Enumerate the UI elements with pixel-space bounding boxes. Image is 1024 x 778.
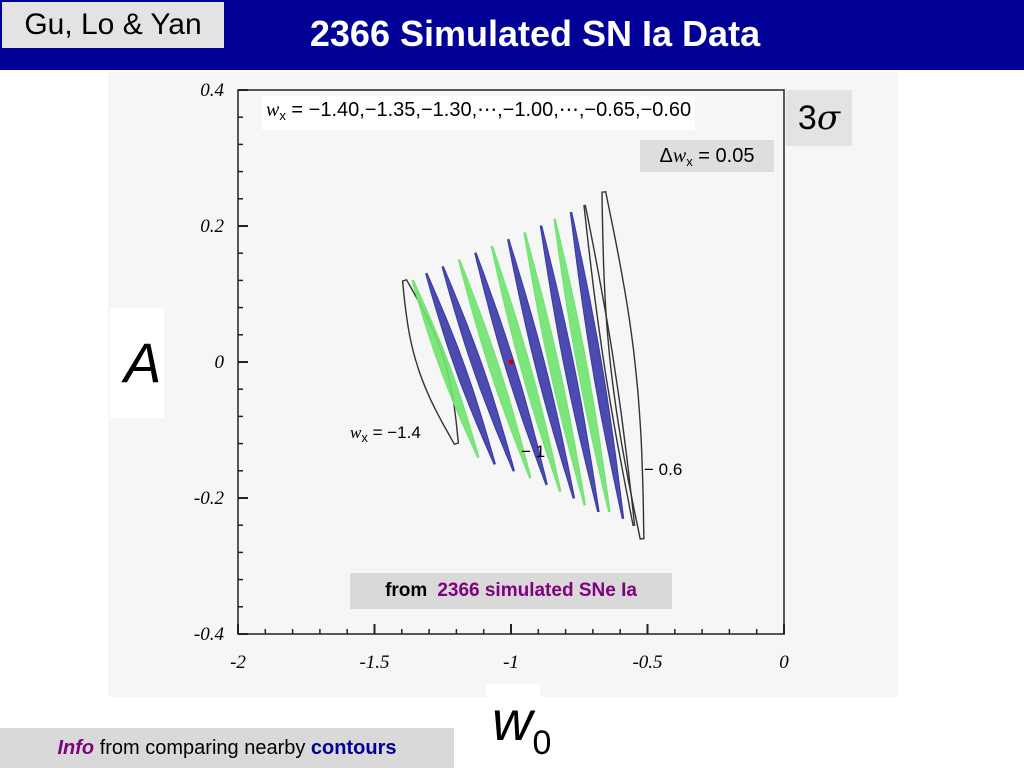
- y-tick-label: 0.4: [200, 80, 224, 101]
- contour-outline: [601, 191, 645, 540]
- contour-green: [411, 279, 480, 459]
- contour-label-left: wx = −1.4: [350, 423, 421, 448]
- wx-values: = −1.40,−1.35,−1.30,⋯,−1.00,⋯,−0.65,−0.6…: [291, 99, 692, 121]
- x-axis-label: w0: [492, 686, 551, 778]
- contour-green: [553, 218, 611, 513]
- confidence-level-badge: 3σ: [786, 90, 852, 146]
- delta-wx-symbol: w: [672, 145, 687, 167]
- x-tick-label: -0.5: [632, 652, 662, 673]
- contour-blue: [441, 265, 516, 472]
- info-middle: from comparing nearby: [94, 737, 311, 759]
- contour-blue: [425, 272, 496, 465]
- wx-symbol: w: [266, 99, 280, 121]
- delta-symbol: Δ: [659, 145, 673, 167]
- contour-green: [490, 245, 562, 493]
- x-tick-label: 0: [779, 652, 789, 673]
- contour-outline: [583, 204, 636, 527]
- y-tick-label: -0.4: [194, 624, 225, 645]
- x-tick-label: -2: [230, 652, 246, 673]
- contour-label-left-symbol: w: [350, 423, 362, 442]
- info-caption: Info from comparing nearby contours: [0, 728, 454, 768]
- contour-outline: [401, 278, 460, 446]
- from-highlight: 2366 simulated SNe Ia: [437, 580, 637, 601]
- delta-wx-label: Δwx = 0.05: [640, 140, 774, 172]
- info-contours: contours: [310, 737, 397, 759]
- y-tick-label: 0.2: [200, 216, 224, 237]
- from-prefix: from: [385, 580, 428, 601]
- x-tick-label: -1.5: [359, 652, 389, 673]
- wx-subscript: x: [279, 108, 286, 123]
- x-axis-label-box: [486, 684, 540, 764]
- contour-blue: [569, 211, 625, 520]
- contour-blue: [474, 252, 548, 486]
- y-tick-label: 0: [215, 352, 225, 373]
- info-word: Info: [57, 737, 95, 759]
- y-tick-label: -0.2: [194, 488, 225, 509]
- x-axis-label-subscript: 0: [532, 724, 552, 762]
- contour-label-right: − 0.6: [644, 460, 683, 479]
- x-tick-label: -1: [503, 652, 519, 673]
- data-source-label: from 2366 simulated SNe Ia: [350, 573, 672, 609]
- fiducial-point: [508, 359, 514, 365]
- contour-blue: [507, 238, 576, 499]
- contour-label-left-value: = −1.4: [372, 423, 421, 442]
- authors-label: Gu, Lo & Yan: [2, 2, 224, 48]
- contour-green: [457, 259, 532, 479]
- delta-wx-subscript: x: [686, 154, 693, 169]
- x-axis-label-symbol: w: [492, 689, 533, 752]
- delta-value: = 0.05: [698, 145, 755, 167]
- contour-label-left-subscript: x: [361, 430, 368, 445]
- contour-label-mid: − 1: [521, 442, 546, 461]
- contour-blue: [539, 225, 600, 513]
- wx-values-label: wx = −1.40,−1.35,−1.30,⋯,−1.00,⋯,−0.65,−…: [262, 96, 696, 130]
- y-axis-label-box: [110, 308, 164, 418]
- sigma-prefix: 3: [797, 99, 817, 137]
- contour-green: [523, 231, 586, 506]
- y-axis-label: A: [124, 331, 162, 394]
- sigma-symbol: σ: [816, 98, 841, 138]
- slide-title: 2366 Simulated SN Ia Data: [309, 13, 761, 54]
